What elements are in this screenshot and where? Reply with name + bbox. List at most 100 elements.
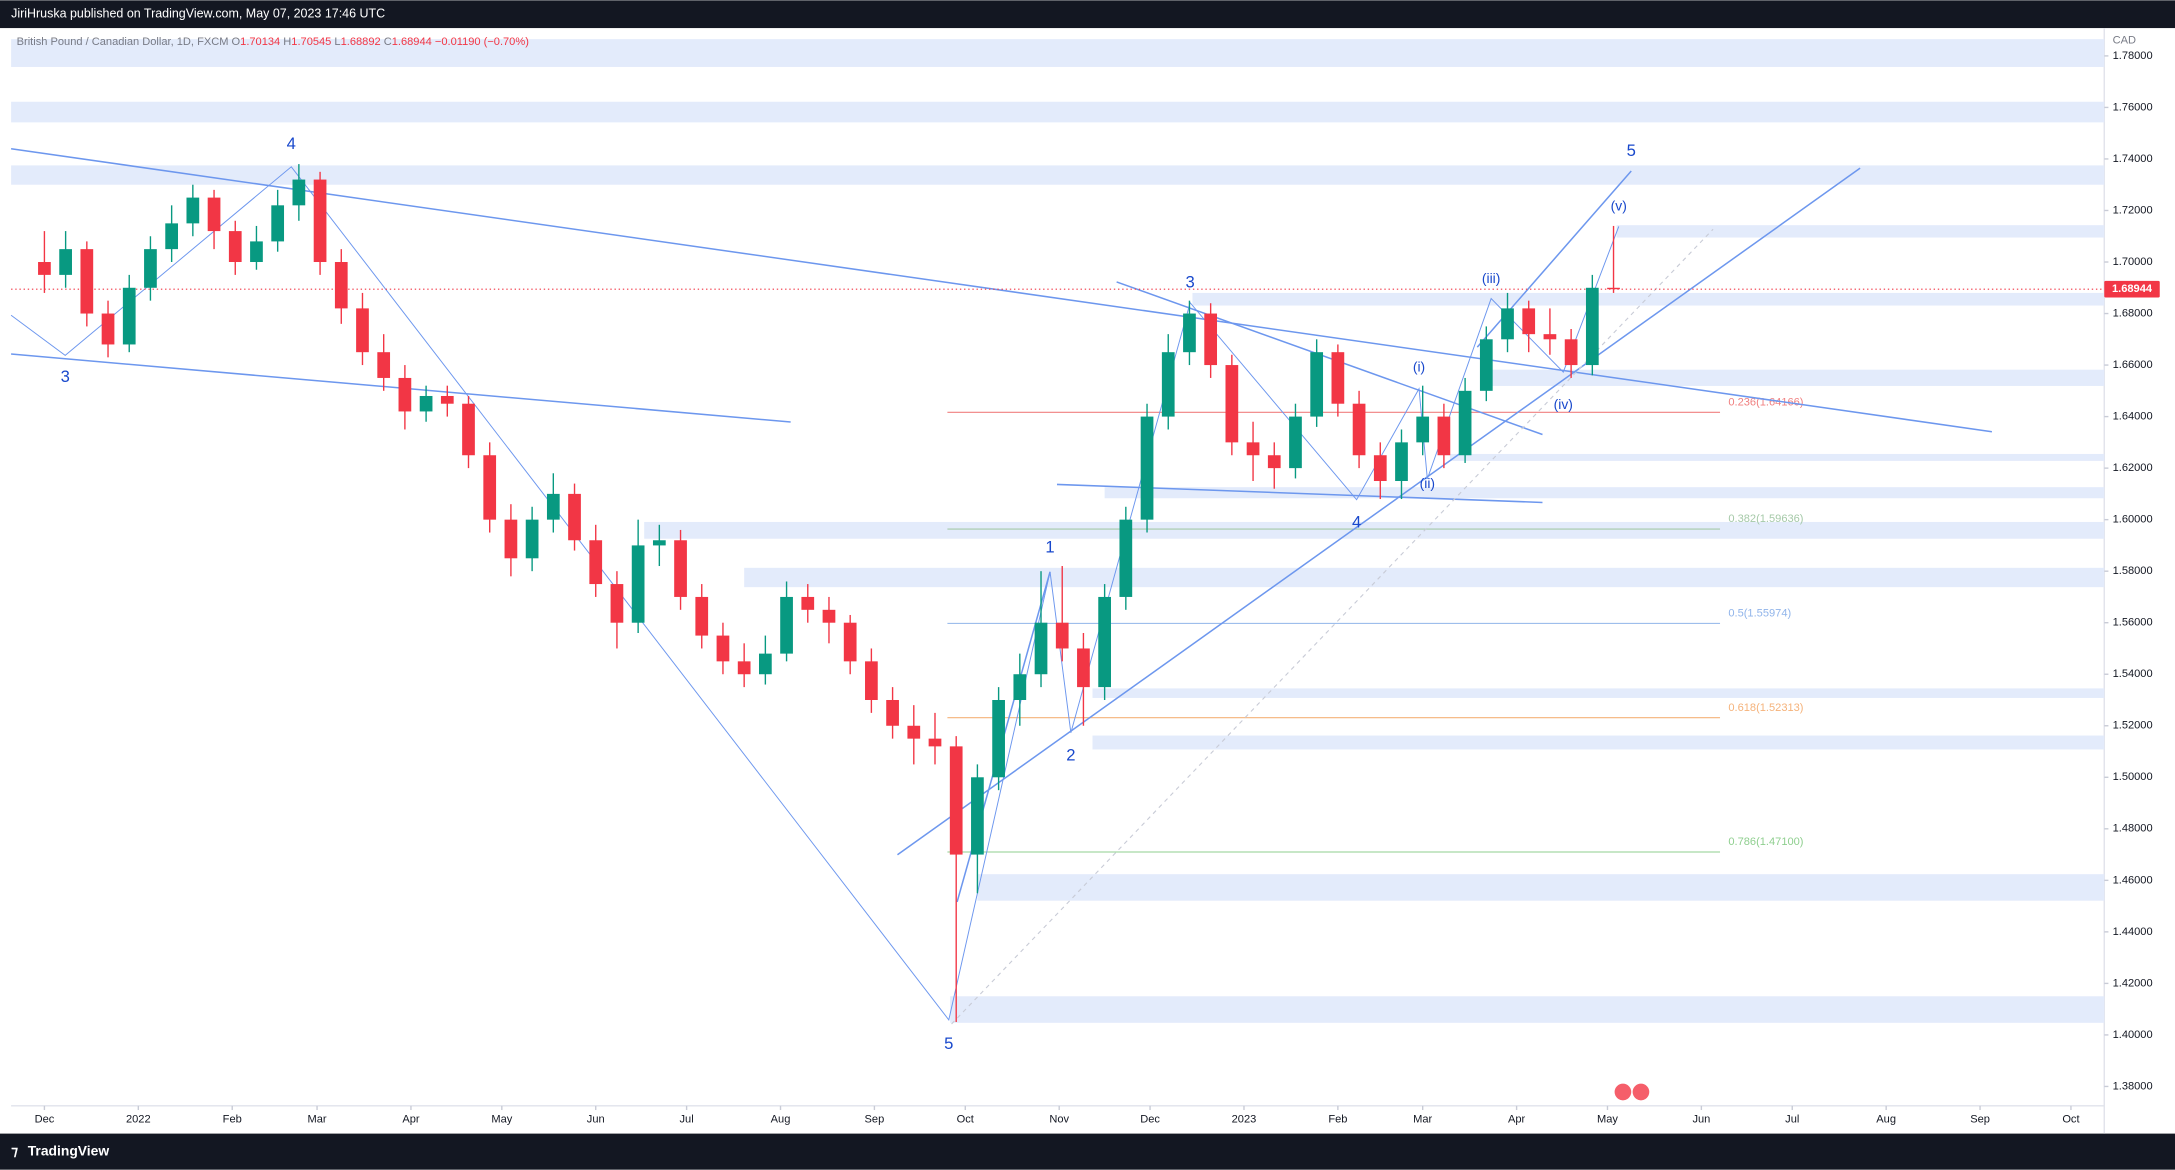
wave-label: (ii) (1420, 475, 1435, 491)
candle-body (546, 493, 560, 520)
candle-body (780, 596, 793, 654)
zone (1449, 453, 2105, 461)
candle-body (971, 777, 984, 855)
candle-body (377, 352, 391, 378)
candle-body (1267, 455, 1281, 469)
wave-label: 5 (944, 1034, 953, 1053)
candle-body (1119, 519, 1133, 597)
x-tick-label: Oct (957, 1114, 974, 1126)
wave-label: 3 (61, 367, 70, 386)
x-tick-label: Feb (223, 1114, 242, 1126)
zone (11, 39, 2105, 67)
y-tick-label: 1.38000 (2113, 1080, 2153, 1092)
candle-body (1352, 403, 1366, 456)
zone (11, 165, 2105, 185)
candle-body (165, 223, 179, 250)
candle-body (144, 249, 157, 288)
y-tick-label: 1.70000 (2113, 256, 2153, 268)
candle-body (313, 179, 327, 263)
x-tick-label: Mar (307, 1114, 326, 1126)
y-tick-label: 1.62000 (2113, 462, 2153, 474)
ohlc-value: 1.70545 (291, 36, 331, 48)
candle-body (674, 540, 687, 597)
y-tick-label: 1.50000 (2113, 771, 2153, 783)
y-tick-label: 1.64000 (2113, 411, 2153, 423)
candle-body (271, 205, 285, 242)
y-tick-label: 1.68000 (2113, 307, 2153, 319)
zone (1092, 688, 2105, 698)
candle-body (822, 609, 836, 623)
candle-body (228, 231, 242, 263)
candle-body (101, 313, 115, 345)
x-tick-label: Sep (1970, 1114, 1990, 1126)
axis-layer: 1.38000 1.40000 1.42000 1.44000 1.46000 1.480… (35, 50, 2160, 1126)
candle-body (1310, 352, 1324, 417)
labels-layer: British Pound / Canadian Dollar, 1D, FXC… (17, 36, 1636, 1053)
candle-body (207, 197, 221, 232)
y-tick-label: 1.78000 (2113, 50, 2153, 62)
event-icon[interactable] (1632, 1083, 1650, 1101)
candle-body (843, 622, 857, 662)
ohlc-label: H (283, 36, 291, 48)
x-tick-label: Jun (1692, 1114, 1710, 1126)
x-tick-label: Nov (1049, 1114, 1069, 1126)
candle-body (610, 584, 624, 623)
wave-label: 2 (1066, 746, 1075, 765)
fib-label: 0.618(1.52313) (1728, 702, 1803, 714)
x-tick-label: 2022 (126, 1114, 151, 1126)
legend: British Pound / Canadian Dollar, 1D, FXC… (17, 36, 529, 48)
candle-body (716, 635, 730, 662)
trendline (1476, 170, 1632, 348)
footer-brand: TradingView (28, 1142, 110, 1158)
ohlc-label: L (334, 36, 340, 48)
candle-body (568, 493, 581, 541)
candle-body (801, 596, 815, 610)
candle-body (334, 262, 348, 309)
trendline (10, 147, 1993, 433)
candle-body (504, 519, 518, 559)
wave-label: 3 (1186, 273, 1195, 292)
candle-body (356, 308, 369, 353)
candle-body (250, 241, 263, 263)
wave-label: (iii) (1482, 270, 1500, 286)
y-tick-label: 1.40000 (2113, 1029, 2153, 1041)
y-tick-label: 1.72000 (2113, 204, 2153, 216)
zone (1104, 487, 2105, 499)
y-tick-label: 1.54000 (2113, 668, 2153, 680)
footer-logo: ⁊ (11, 1142, 18, 1158)
fib-label: 0.236(1.64166) (1728, 397, 1803, 409)
candle-body (1246, 442, 1260, 456)
trendline (1056, 483, 1543, 504)
candle-body (483, 455, 497, 520)
zone (1492, 369, 2105, 386)
zone (977, 874, 2105, 901)
candle-body (122, 287, 136, 345)
candle-body (1416, 416, 1430, 443)
ohlc-label: C (384, 36, 392, 48)
ohlc-value: 1.68892 (341, 36, 381, 48)
candle-body (1479, 339, 1493, 391)
zone (950, 996, 2105, 1023)
trendline (10, 166, 1620, 1021)
x-tick-label: Mar (1413, 1114, 1432, 1126)
wave-label: 5 (1627, 141, 1636, 160)
ohlc-value: 1.70134 (240, 36, 280, 48)
candle-body (525, 519, 539, 559)
publisher: JiriHruska published on TradingView.com,… (11, 6, 385, 20)
y-tick-label: 1.66000 (2113, 359, 2153, 371)
candle-body (589, 540, 603, 585)
event-icon[interactable] (1614, 1083, 1632, 1101)
last-price-label: 1.68944 (2112, 283, 2153, 295)
x-tick-label: May (491, 1114, 512, 1126)
wave-label: 4 (287, 134, 296, 153)
candle-body (1522, 308, 1536, 335)
x-tick-label: Apr (402, 1114, 420, 1126)
fib-layer: 0.236(1.64166) 0.382(1.59636) 0.5(1.55974)… (947, 397, 1804, 853)
candle-body (1585, 287, 1599, 366)
candle-body (1098, 596, 1111, 688)
wave-label: (i) (1413, 359, 1425, 375)
fib-label: 0.5(1.55974) (1728, 608, 1791, 620)
x-tick-label: Aug (771, 1114, 791, 1126)
